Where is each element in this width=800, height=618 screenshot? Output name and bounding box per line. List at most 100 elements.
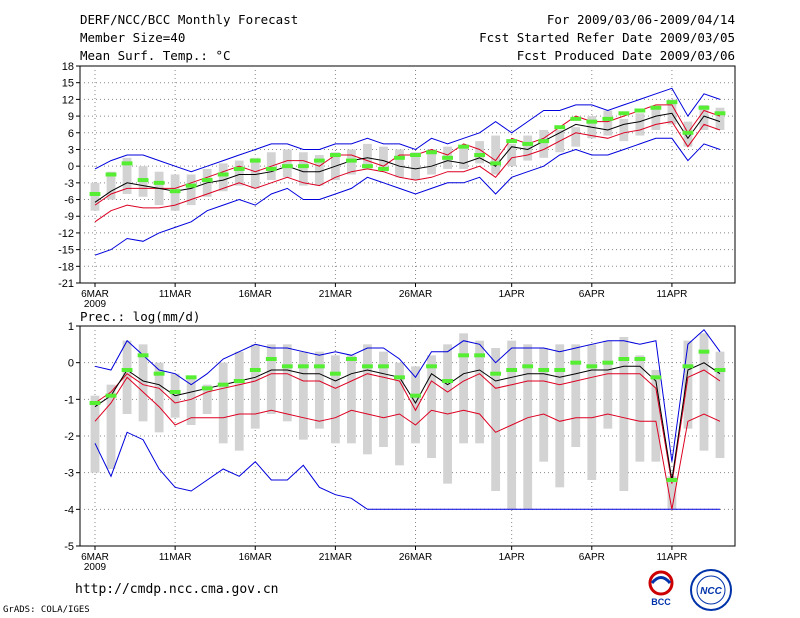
ensemble-box	[202, 384, 212, 414]
y-tick-label: 0	[68, 161, 74, 173]
mean-marker	[666, 100, 678, 105]
x-tick-label: 16MAR	[239, 289, 272, 300]
ensemble-box	[379, 351, 388, 447]
ensemble-box	[667, 476, 677, 510]
y-tick-label: 6	[68, 128, 74, 140]
y-tick-label: 12	[62, 94, 74, 106]
ncc-logo: NCC	[690, 569, 732, 611]
mean-marker	[137, 353, 149, 358]
panel-title: Prec.: log(mm/d)	[80, 309, 200, 324]
ensemble-box	[186, 377, 196, 425]
y-tick-label: -4	[64, 504, 74, 516]
ensemble-box	[138, 344, 148, 422]
mean-marker	[313, 364, 325, 369]
ensemble-box	[555, 344, 565, 488]
mean-marker	[458, 144, 469, 149]
ensemble-box	[106, 171, 116, 200]
mean-marker	[618, 111, 630, 116]
mean-marker	[602, 116, 614, 121]
y-tick-label: 3	[68, 144, 74, 156]
mean-marker	[378, 364, 389, 369]
plot-frame	[79, 65, 736, 284]
mean-marker	[426, 364, 437, 369]
outer-lower-line	[94, 137, 721, 256]
mean-marker	[394, 375, 405, 380]
mean-marker	[666, 478, 678, 482]
mean-marker	[233, 166, 245, 171]
inner-upper-line	[94, 104, 721, 206]
mean-marker	[265, 166, 277, 171]
ensemble-box	[539, 348, 549, 462]
x-tick-label: 11APR	[656, 552, 687, 563]
mean-marker	[105, 393, 117, 398]
mean-marker	[297, 364, 309, 369]
mean-marker	[153, 180, 165, 185]
mean-marker	[554, 368, 566, 372]
ensemble-box	[347, 355, 356, 444]
ensemble-box	[363, 344, 372, 455]
bcc-logo-text: BCC	[651, 597, 671, 607]
mean-marker	[217, 382, 229, 387]
panel-temperature: -21 -18 -15 -12 -9 -6 -3 0 3 6 9 12 15 18 6MAR 11MAR 16M…	[58, 61, 736, 310]
mean-marker	[329, 153, 341, 158]
ensemble-box	[619, 337, 629, 491]
mean-marker	[490, 161, 502, 166]
ensemble-box	[250, 344, 260, 429]
x-tick-label: 21MAR	[319, 552, 352, 563]
mean-marker	[506, 368, 518, 372]
ensemble-box	[507, 143, 517, 167]
outer-upper-line	[94, 328, 721, 462]
mean-marker	[329, 371, 341, 376]
y-tick-label: -5	[64, 541, 74, 553]
ensemble-box	[667, 99, 677, 125]
y-tick-label: 1	[68, 321, 74, 333]
mean-marker	[714, 368, 726, 372]
ensemble-box	[523, 135, 533, 161]
mean-marker	[137, 178, 149, 183]
mean-marker	[249, 158, 261, 163]
ensemble-box	[234, 351, 244, 451]
y-tick-label: -18	[58, 261, 74, 273]
mean-marker	[346, 158, 357, 163]
mean-marker	[698, 349, 710, 354]
ensemble-box	[266, 344, 276, 414]
mean-marker	[522, 364, 534, 369]
y-tick-label: -12	[58, 228, 74, 240]
mean-marker	[714, 111, 726, 116]
median-line	[94, 112, 721, 203]
forecast-started: Fcst Started Refer Date 2009/03/05	[479, 30, 735, 45]
mean-marker	[634, 357, 646, 361]
inner-lower-line	[94, 121, 721, 223]
ensemble-box	[427, 149, 436, 175]
x-year-label: 2009	[84, 299, 107, 310]
ensemble-box	[411, 366, 420, 444]
ensemble-box	[314, 351, 324, 429]
inner-lower-line	[94, 376, 721, 510]
ncc-logo-text: NCC	[700, 586, 722, 597]
mean-marker	[313, 158, 325, 163]
ensemble-box	[699, 104, 709, 130]
ensemble-box	[715, 351, 725, 458]
x-tick-label: 11MAR	[159, 289, 192, 300]
ensemble-box	[250, 157, 260, 189]
ensemble-box	[459, 333, 468, 444]
mean-marker	[410, 153, 421, 158]
mean-marker	[346, 357, 357, 361]
mean-marker	[650, 375, 662, 380]
y-tick-label: 9	[68, 111, 74, 123]
x-tick-label: 26MAR	[399, 552, 432, 563]
mean-marker	[698, 105, 710, 110]
x-year-label: 2009	[84, 562, 107, 573]
mean-marker	[682, 130, 694, 135]
mean-marker	[426, 150, 437, 155]
mean-marker	[538, 139, 550, 144]
ensemble-box	[218, 362, 228, 444]
member-size: Member Size=40	[80, 30, 186, 45]
source-url[interactable]: http://cmdp.ncc.cma.gov.cn	[75, 582, 279, 597]
ensemble-box	[619, 118, 629, 142]
mean-marker	[554, 125, 566, 130]
ensemble-box	[330, 355, 340, 444]
ensemble-box	[651, 107, 661, 130]
